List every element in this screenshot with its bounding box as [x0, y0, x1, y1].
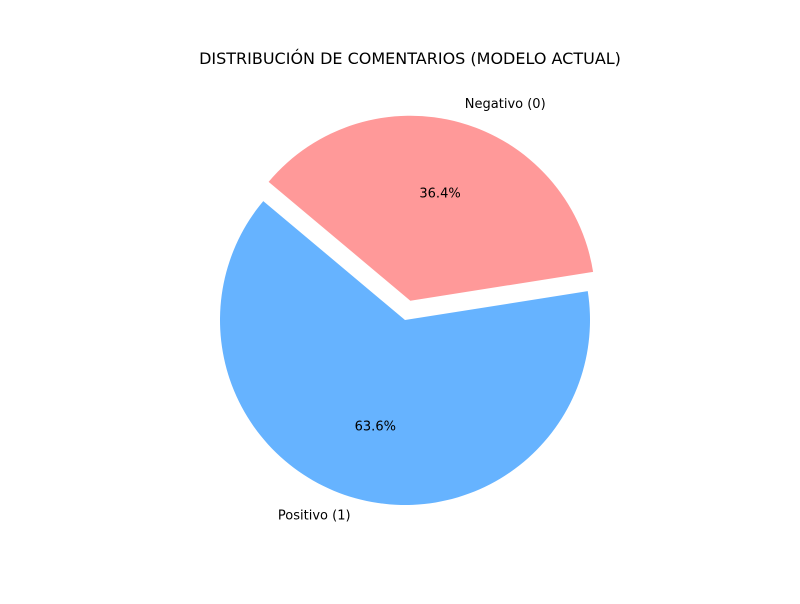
pie-category-label: Negativo (0) [465, 97, 546, 112]
pie-percent-label: 36.4% [419, 186, 460, 201]
pie-labels: 63.6% Positivo (1) 36.4% Negativo (0) [278, 97, 546, 523]
pie-slices [220, 115, 594, 505]
pie-slice-positivo [220, 201, 590, 505]
pie-slice-negativo [268, 115, 594, 301]
pie-category-label: Positivo (1) [278, 509, 351, 524]
pie-percent-label: 63.6% [355, 419, 396, 434]
chart-title: DISTRIBUCIÓN DE COMENTARIOS (MODELO ACTU… [199, 49, 621, 68]
